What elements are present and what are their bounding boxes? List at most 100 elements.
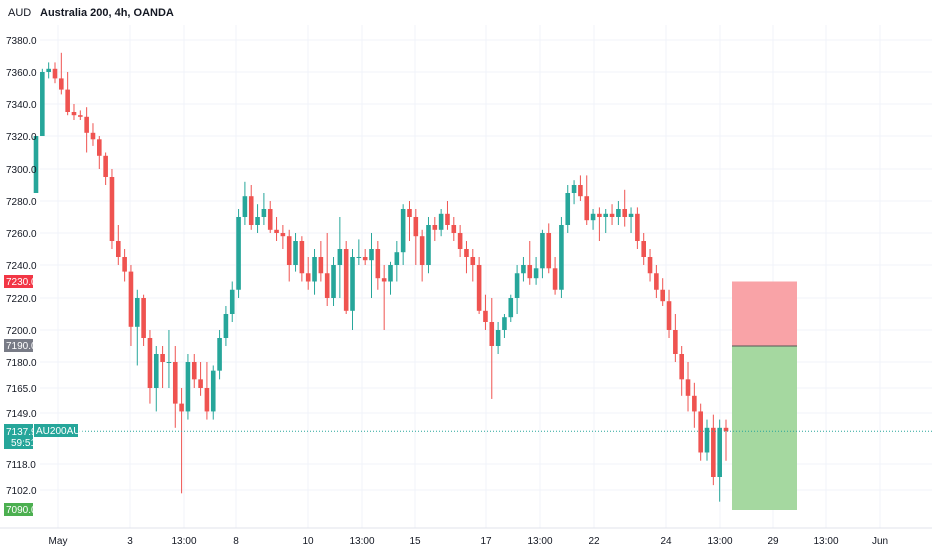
candle-body: [483, 310, 488, 322]
candle-body: [185, 362, 191, 412]
candle-body: [293, 241, 298, 265]
candle-body: [692, 395, 697, 412]
stop-loss-zone[interactable]: [732, 281, 797, 347]
y-tick-label: 7320.0: [6, 132, 37, 143]
candle-body: [552, 268, 558, 290]
candle-body: [166, 362, 172, 363]
candle-body: [255, 217, 260, 225]
candle-body: [103, 155, 108, 177]
candle-body: [603, 213, 609, 217]
candle-body: [508, 298, 514, 318]
candle-body: [312, 257, 317, 282]
price-labels: 7230.0 7190.0 7137.9 59:51 AU200AUD 7090…: [4, 275, 88, 516]
candle-body: [223, 314, 229, 338]
target-price-label-bg: [4, 503, 33, 516]
candle-body: [160, 354, 165, 362]
currency-label: AUD: [8, 7, 31, 19]
candle-body: [172, 362, 178, 404]
price-axis[interactable]: 7380.0 7360.0 7340.0 7320.0 7300.0 7280.0 7260…: [6, 36, 37, 497]
candle-body: [198, 379, 203, 388]
candle-body: [628, 213, 634, 217]
time-axis[interactable]: May 3 13:00 8 10 13:00 15 17 13:00 22 24 13:00 29 13:…: [0, 527, 932, 547]
x-tick-label: 15: [409, 536, 421, 547]
candle-body: [438, 213, 444, 230]
y-tick-label: 7149.0: [6, 409, 37, 420]
candle-body: [78, 115, 83, 117]
candle-body: [229, 289, 235, 314]
candle-body: [109, 177, 115, 241]
candle-body: [451, 225, 457, 233]
candle-body: [489, 322, 495, 346]
candle-body: [331, 265, 336, 298]
candle-body: [679, 354, 684, 380]
candle-body: [381, 278, 387, 282]
candle-body: [71, 112, 77, 116]
candle-body: [90, 132, 96, 140]
y-tick-label: 7240.0: [6, 261, 37, 272]
take-profit-zone[interactable]: [732, 346, 797, 510]
x-tick-label: 22: [588, 536, 600, 547]
candle-body: [616, 209, 621, 217]
candle-body: [46, 68, 51, 72]
candle-body: [666, 301, 672, 330]
candle-body: [578, 185, 583, 197]
candle-body: [432, 225, 438, 230]
candle-body: [514, 273, 520, 298]
candle-body: [565, 193, 571, 225]
y-tick-label: 7118.0: [6, 460, 36, 471]
symbol-label-bg: [34, 424, 78, 437]
candle-body: [362, 257, 368, 261]
y-tick-label: 7360.0: [6, 68, 37, 79]
x-tick-label: 29: [767, 536, 779, 547]
x-tick-label: 13:00: [707, 536, 732, 547]
x-tick-label: 24: [660, 536, 672, 547]
candle-body: [388, 265, 393, 282]
bar-countdown: 59:51: [11, 438, 36, 449]
candle-body: [217, 338, 222, 371]
candle-body: [470, 257, 476, 265]
candle-body: [464, 249, 469, 257]
candle-body: [191, 362, 197, 380]
candle-body: [274, 229, 279, 233]
symbol-label: AU200AUD: [36, 426, 88, 437]
candle-body: [40, 72, 45, 136]
entry-price-label: 7190.0: [6, 341, 37, 352]
candle-body: [546, 233, 552, 269]
x-tick-label: 13:00: [349, 536, 374, 547]
x-tick-label: 17: [480, 536, 492, 547]
candle-body: [324, 273, 330, 298]
candle-body: [413, 217, 419, 237]
candle-body: [65, 89, 70, 112]
y-tick-label: 7280.0: [6, 197, 37, 208]
candle-body: [343, 249, 349, 311]
candle-body: [33, 136, 39, 193]
candle-body: [426, 225, 431, 265]
candle-body: [128, 271, 134, 327]
x-tick-label: 13:00: [813, 536, 838, 547]
y-tick-label: 7200.0: [6, 326, 37, 337]
candles: [33, 52, 729, 502]
stop-price-label-bg: [4, 275, 33, 288]
y-tick-label: 7380.0: [6, 36, 37, 47]
y-tick-label: 7300.0: [6, 165, 37, 176]
candle-body: [527, 265, 533, 279]
candle-body: [286, 236, 292, 265]
current-price-label: 7137.9: [6, 427, 37, 438]
candle-body: [400, 209, 406, 253]
candle-body: [356, 257, 362, 258]
candle-body: [457, 233, 463, 249]
candle-body: [318, 257, 324, 274]
candle-body: [59, 78, 64, 90]
y-tick-label: 7260.0: [6, 229, 37, 240]
x-tick-label: Jun: [872, 536, 888, 547]
candle-body: [476, 265, 482, 311]
candle-body: [350, 257, 355, 311]
candle-body: [641, 241, 647, 257]
y-tick-label: 7220.0: [6, 294, 37, 305]
candle-body: [122, 257, 127, 272]
candle-body: [495, 330, 501, 346]
x-tick-label: May: [49, 536, 68, 547]
long-position-tool[interactable]: [732, 281, 797, 511]
x-tick-label: 8: [233, 536, 239, 547]
